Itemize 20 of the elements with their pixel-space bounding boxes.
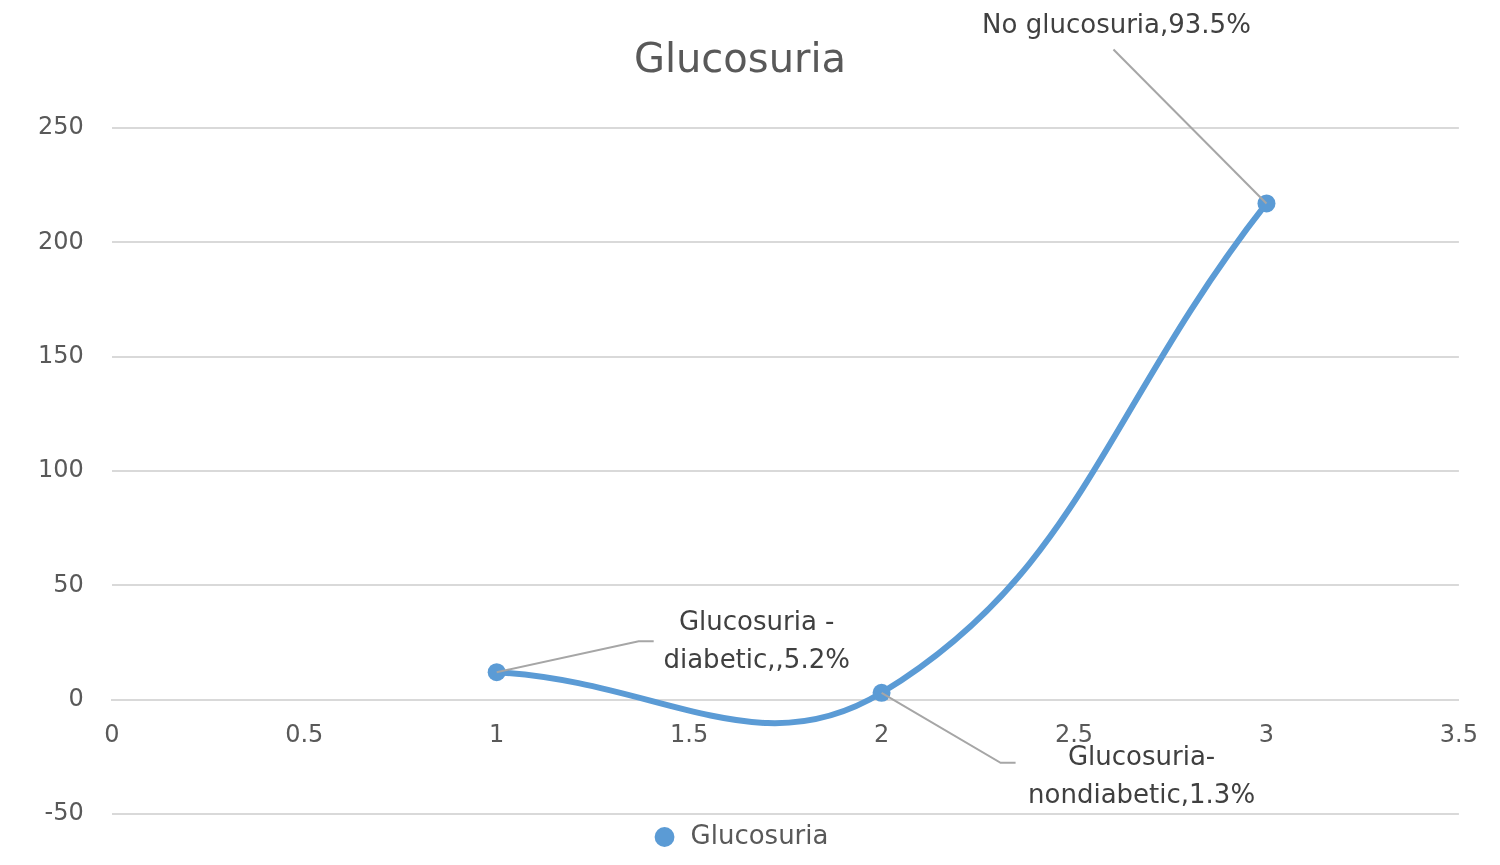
x-tick-label: 1: [489, 720, 505, 749]
legend-label: Glucosuria: [690, 819, 829, 850]
x-tick-label: 3.5: [1439, 720, 1478, 749]
x-tick-label: 1.5: [670, 720, 709, 749]
chart-title: Glucosuria: [633, 35, 847, 82]
annotation: No glucosuria,93.5%: [982, 9, 1251, 40]
x-tick-label: 2: [873, 720, 890, 749]
x-tick-label: 0: [104, 720, 120, 749]
y-tick-label: 50: [53, 569, 84, 598]
x-tick-label: 3: [1258, 720, 1275, 749]
point: [487, 663, 506, 682]
annotation: Glucosuria - diabetic,,5.2%: [663, 605, 850, 674]
point: [872, 683, 891, 702]
y-tick-label: 200: [38, 226, 84, 255]
y-tick-label: 100: [38, 455, 84, 484]
y-tick-label: 250: [38, 112, 84, 141]
y-tick-label: -50: [44, 798, 84, 827]
y-tick-label: 0: [68, 683, 84, 712]
x-tick-label: 0.5: [285, 720, 324, 749]
y-tick-label: 150: [38, 340, 84, 369]
